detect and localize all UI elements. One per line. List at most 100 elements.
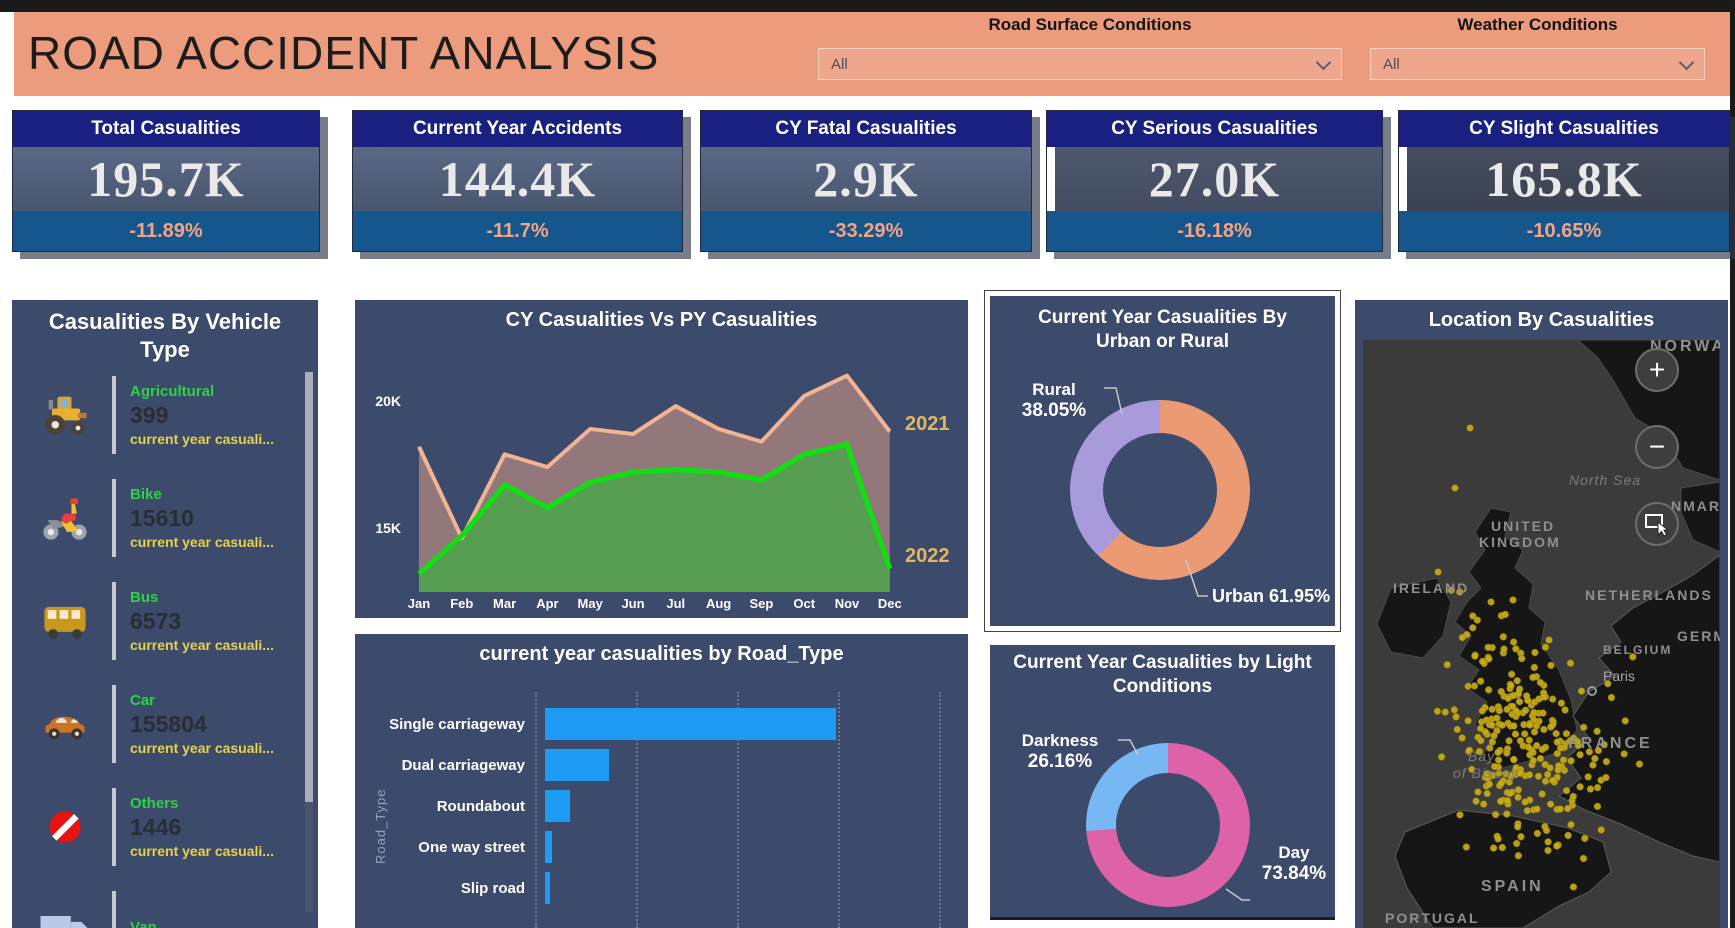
x-axis-tick: May: [578, 596, 604, 611]
kpi-delta: -11.89%: [129, 219, 203, 242]
vehicle-value: 15610: [130, 504, 194, 531]
bar-row[interactable]: One way street: [355, 831, 553, 863]
casualty-dots: [1433, 424, 1644, 891]
kpi-card-cy-accidents[interactable]: Current Year Accidents 144.4K -11.7%: [352, 110, 683, 252]
map-label-united: UNITED: [1491, 518, 1556, 534]
marquee-select-button[interactable]: [1635, 502, 1679, 546]
map-title: Location By Casualities: [1428, 309, 1655, 331]
vehicle-item-bike[interactable]: Bike 15610 current year casuali...: [12, 466, 318, 569]
vehicle-item-agricultural[interactable]: Agricultural 399 current year casuali...: [12, 363, 318, 466]
urban-rural-donut[interactable]: [1070, 400, 1250, 580]
vehicle-item-bus[interactable]: Bus 6573 current year casuali...: [12, 569, 318, 672]
line-2022: [417, 441, 893, 576]
donut-hole: [1116, 773, 1220, 877]
trend-chart-panel[interactable]: CY Casualities Vs PY Casualities 20K 15K J…: [355, 300, 968, 618]
zoom-in-button[interactable]: +: [1635, 348, 1679, 392]
area-fill-2022: [419, 444, 890, 592]
vehicle-list: Agricultural 399 current year casuali... Bi…: [12, 363, 318, 928]
light-conditions-title: Current Year Casualities by Light Condit…: [1013, 652, 1312, 697]
divider: [112, 478, 116, 557]
vehicle-caption: current year casuali...: [130, 636, 274, 653]
bar-row[interactable]: Dual carriageway: [355, 749, 610, 781]
vehicle-item-van[interactable]: Van: [12, 878, 318, 928]
light-conditions-donut[interactable]: [1086, 743, 1250, 907]
map-panel[interactable]: Location By Casualities NORWAYNorth SeaN…: [1355, 300, 1728, 928]
map-canvas[interactable]: NORWAYNorth SeaNMARKUNITEDKINGDOMIRELAND…: [1363, 340, 1720, 928]
bar-category-label: Slip road: [460, 879, 525, 897]
bar-category-label: Dual carriageway: [401, 756, 525, 774]
kpi-value: 2.9K: [813, 151, 919, 207]
window-top-bar: [0, 0, 1735, 12]
bar[interactable]: [545, 749, 610, 781]
divider: [112, 890, 116, 928]
city-marker-icon: [1587, 686, 1597, 696]
darkness-slice-label: Darkness 26.16%: [1021, 731, 1099, 772]
x-axis-tick: Jul: [666, 596, 685, 611]
x-axis-tick: Nov: [835, 596, 860, 611]
road-surface-filter-dropdown[interactable]: All: [818, 48, 1342, 80]
vehicle-label: Bus: [130, 588, 159, 606]
urban-rural-panel-frame: Current Year Casualities By Urban or Rur…: [984, 290, 1341, 632]
kpi-card-total-casualties[interactable]: Total Casualities 195.7K -11.89%: [12, 110, 320, 252]
zoom-out-button[interactable]: −: [1635, 425, 1679, 469]
gridline: [636, 692, 638, 928]
vehicle-value: 399: [130, 401, 169, 428]
trend-area-chart[interactable]: 20K 15K Jan Feb Mar Apr May Jun Jul Aug Sep Oct Nov D…: [355, 300, 968, 618]
divider: [112, 375, 116, 454]
kpi-title: Total Casualities: [91, 118, 241, 139]
map-label-north-sea: North Sea: [1569, 472, 1642, 488]
kpi-delta: -16.18%: [1177, 219, 1252, 242]
vehicle-label: Agricultural: [130, 382, 215, 400]
kpi-card-cy-fatal[interactable]: CY Fatal Casualities 2.9K -33.29%: [700, 110, 1032, 252]
kpi-card-cy-slight[interactable]: CY Slight Casualities 165.8K -10.65%: [1398, 110, 1730, 252]
vehicle-item-others[interactable]: Others 1446 current year casuali...: [12, 775, 318, 878]
x-axis-tick: Jan: [408, 596, 430, 611]
vehicle-scrollbar-thumb[interactable]: [305, 372, 313, 802]
divider: [112, 787, 116, 866]
map-label-germa: GERMA: [1677, 628, 1720, 644]
x-axis-tick: Dec: [878, 596, 902, 611]
bar[interactable]: [545, 790, 571, 822]
kpi-title: Current Year Accidents: [412, 118, 623, 139]
divider: [112, 581, 116, 660]
map-label-belgium: BELGIUM: [1603, 643, 1673, 657]
bar-row[interactable]: Roundabout: [355, 790, 571, 822]
page-title: ROAD ACCIDENT ANALYSIS: [28, 27, 660, 79]
map-label-paris: Paris: [1603, 668, 1635, 684]
vehicle-value: 1446: [130, 813, 182, 840]
gridline: [535, 692, 537, 928]
y-axis-tick: 20K: [375, 393, 401, 409]
bar[interactable]: [545, 872, 551, 904]
chevron-down-icon: [1678, 54, 1695, 70]
bar-row[interactable]: Single carriageway: [355, 708, 836, 740]
road-type-chart-panel[interactable]: current year casualities by Road_Type Ro…: [355, 634, 968, 928]
bar-row[interactable]: Slip road: [355, 872, 551, 904]
map-label-spain: SPAIN: [1481, 878, 1544, 895]
donut-hole: [1103, 433, 1217, 547]
gridline: [939, 692, 941, 928]
bar[interactable]: [545, 831, 553, 863]
tractor-icon: [34, 389, 96, 441]
bar-category-label: One way street: [418, 838, 525, 856]
map-label-bay: Bay: [1468, 748, 1496, 764]
map-label-portugal: PORTUGAL: [1385, 910, 1480, 926]
day-slice-label: Day 73.84%: [1261, 843, 1327, 884]
road-type-chart-title: current year casualities by Road_Type: [479, 643, 844, 665]
line-2021: [417, 373, 892, 541]
gridline: [737, 692, 739, 928]
kpi-delta: -11.7%: [486, 219, 549, 242]
vehicle-caption: current year casuali...: [130, 739, 274, 756]
bar[interactable]: [545, 708, 836, 740]
map-landmass: [1376, 340, 1720, 928]
vehicle-item-car[interactable]: Car 155804 current year casuali...: [12, 672, 318, 775]
chevron-down-icon: [1315, 54, 1332, 70]
vehicle-caption: current year casuali...: [130, 842, 274, 859]
light-conditions-panel[interactable]: Current Year Casualities by Light Condit…: [990, 645, 1335, 920]
weather-filter-dropdown[interactable]: All: [1370, 48, 1705, 80]
kpi-card-cy-serious[interactable]: CY Serious Casualities 27.0K -16.18%: [1046, 110, 1383, 252]
map-label-kingdom: KINGDOM: [1479, 534, 1561, 550]
road-surface-filter-value: All: [831, 55, 848, 73]
kpi-delta: -10.65%: [1526, 219, 1602, 242]
urban-rural-panel[interactable]: Current Year Casualities By Urban or Rur…: [990, 296, 1335, 626]
x-axis-tick: Apr: [536, 596, 558, 611]
